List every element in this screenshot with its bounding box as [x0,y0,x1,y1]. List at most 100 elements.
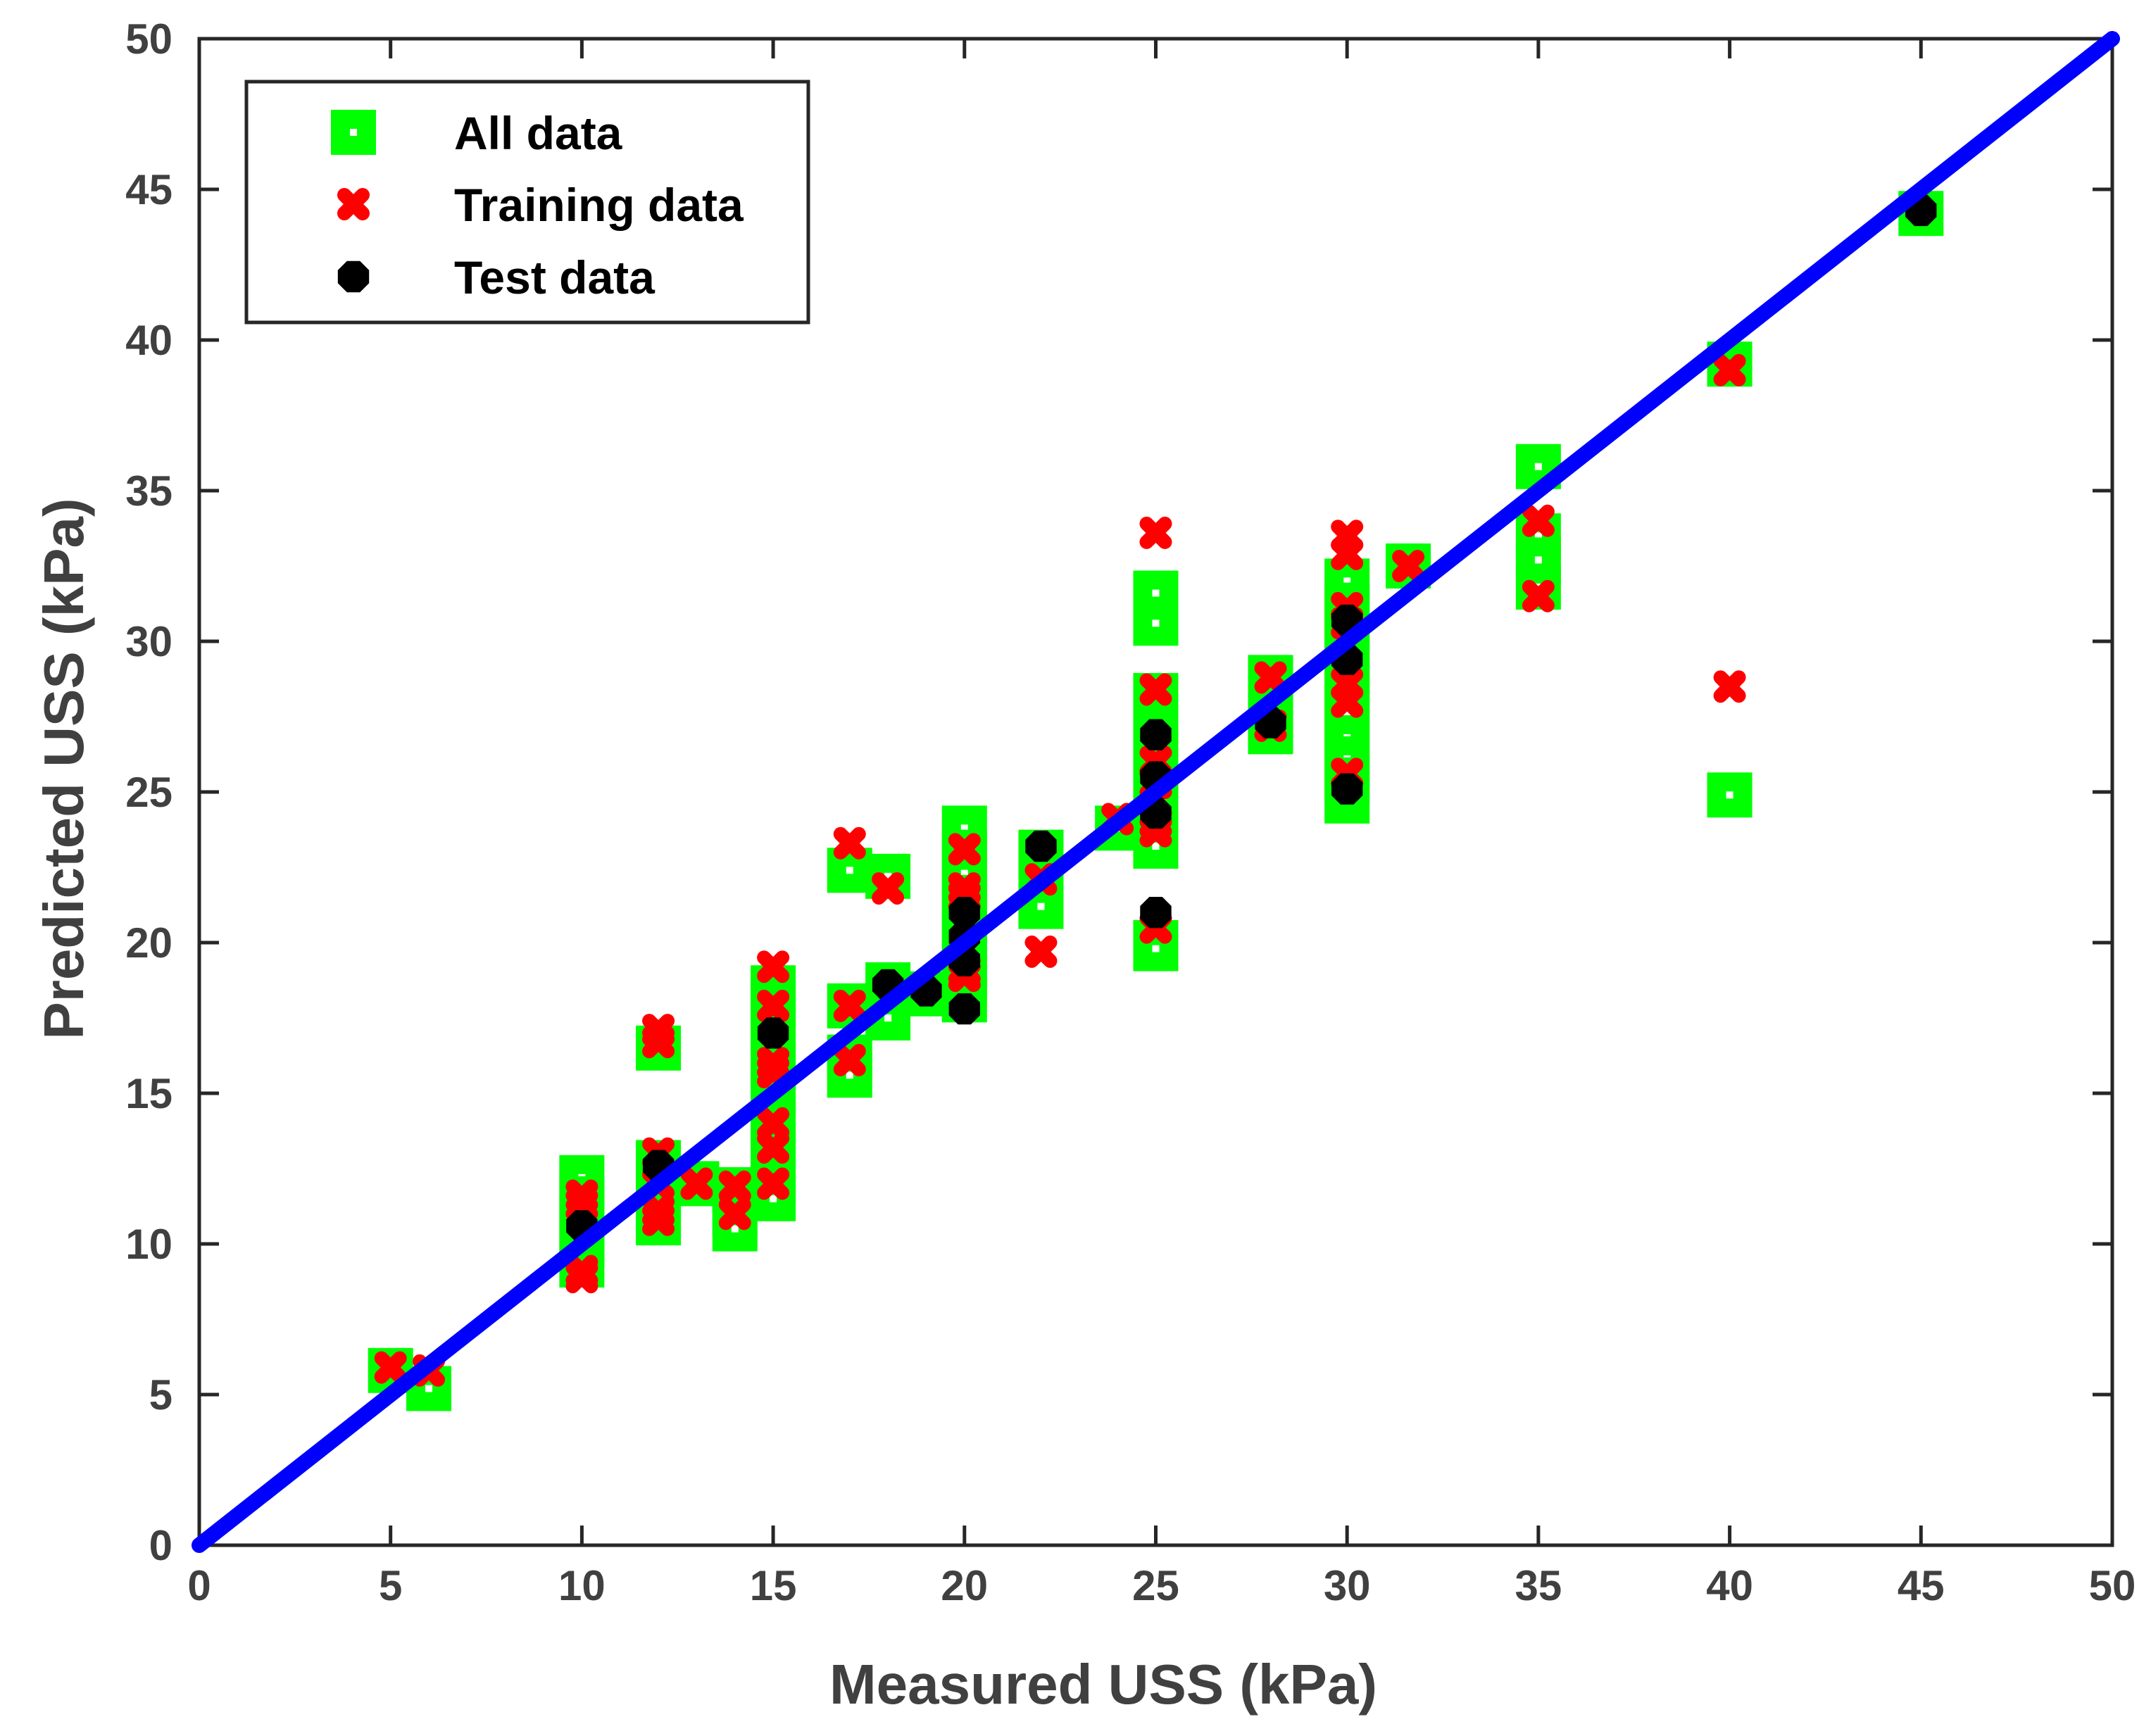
training-data-marker [680,1167,713,1200]
legend-label: All data [454,107,623,159]
training-data-marker [718,1197,751,1231]
training-data-marker [833,826,866,860]
training-marker-stroke [1522,504,1555,537]
training-data-marker [337,188,370,220]
test-data-marker [1140,719,1172,750]
training-marker-stroke [1713,353,1746,386]
training-marker-stroke [948,833,981,866]
training-data-marker [1024,935,1058,968]
y-tick-label: 15 [125,1070,173,1117]
training-marker-stroke [642,1203,675,1236]
y-tick-label: 20 [125,919,173,967]
legend-label: Training data [454,179,744,231]
x-tick-label: 10 [558,1562,606,1609]
training-data-marker [374,1351,407,1384]
training-marker-stroke [833,826,866,860]
test-data-marker [337,260,370,293]
training-marker-stroke [757,1131,790,1164]
all-data-marker-center [960,824,968,832]
test-data-marker [1025,830,1057,862]
all-data-marker-center [350,129,357,136]
reference-line [192,31,2120,1553]
training-marker-stroke [1331,685,1364,718]
all-data-marker-center [1726,791,1733,799]
training-data-marker [757,1056,790,1089]
training-data-marker [757,1107,790,1140]
training-data-marker [1522,504,1555,537]
training-marker-stroke [1024,935,1058,968]
training-data-marker [642,1026,675,1059]
all-data-marker-center [1037,902,1045,910]
training-data-marker [1713,670,1746,703]
x-tick-label: 20 [941,1562,988,1609]
test-data-marker [1140,897,1172,929]
x-tick-label: 40 [1706,1562,1753,1609]
training-marker-stroke [1139,673,1172,706]
all-data-marker-center [1343,710,1351,717]
training-data-marker [1522,579,1555,612]
training-marker-stroke [337,188,370,220]
test-data-marker [757,1017,789,1049]
x-tick-label: 50 [2089,1562,2136,1609]
training-marker-stroke [718,1197,751,1231]
training-marker-stroke [757,1056,790,1089]
training-marker-stroke [757,1167,790,1200]
training-marker-stroke [565,1261,598,1294]
training-data-marker [757,989,790,1022]
legend: All data Training data Test data [244,80,810,325]
x-axis-label: Measured USS (kPa) [829,1653,1377,1716]
y-tick-label: 45 [125,166,173,213]
training-marker-stroke [757,989,790,1022]
training-data-marker [1254,661,1287,694]
y-axis-label: Predicted USS (kPa) [32,498,95,1039]
all-data-marker-center [1343,577,1351,585]
test-data-marker [948,897,980,929]
all-data-marker-center [1534,532,1542,540]
x-tick-label: 0 [187,1562,211,1609]
training-marker-stroke [1331,537,1364,570]
y-tick-label: 50 [125,15,173,63]
training-marker-stroke [757,1107,790,1140]
legend-label: Test data [454,251,656,303]
training-data-marker [1139,673,1172,706]
y-tick-label: 25 [125,769,173,816]
training-data-marker [757,1131,790,1164]
training-data-marker [833,1043,866,1076]
all-data-marker-center [846,867,853,874]
training-data-marker [872,872,905,905]
x-tick-label: 25 [1132,1562,1179,1609]
training-data-marker [565,1261,598,1294]
training-data-marker [757,1167,790,1200]
all-data-marker-center [1152,619,1160,627]
training-marker-stroke [1713,670,1746,703]
all-data-marker-center [1152,589,1160,597]
all-data-marker-center [1534,556,1542,564]
all-data-marker-center [884,1014,892,1021]
training-marker-stroke [374,1351,407,1384]
legend-item: Training data [337,179,744,231]
training-data-marker [1713,353,1746,386]
all-data-marker-center [1534,463,1542,470]
axis-ticks [197,37,2114,1547]
training-data-marker [718,1170,751,1203]
training-data-marker [757,950,790,983]
training-data-marker [1331,537,1364,570]
legend-item: All data [331,107,623,159]
training-marker-stroke [1392,550,1425,582]
all-data-marker-center [731,1225,739,1233]
training-marker-stroke [1139,516,1172,549]
training-marker-stroke [680,1167,713,1200]
test-data-marker [948,993,980,1025]
y-tick-label: 0 [149,1522,173,1569]
training-data-marker [642,1203,675,1236]
y-tick-label: 30 [125,618,173,665]
training-marker-stroke [1522,579,1555,612]
all-data-marker-center [884,872,892,880]
training-marker-stroke [642,1026,675,1059]
training-marker-stroke [1254,661,1287,694]
all-data-marker-center [425,1385,433,1392]
x-tick-label: 30 [1324,1562,1371,1609]
training-marker-stroke [718,1170,751,1203]
all-data-marker-center [1152,945,1160,952]
